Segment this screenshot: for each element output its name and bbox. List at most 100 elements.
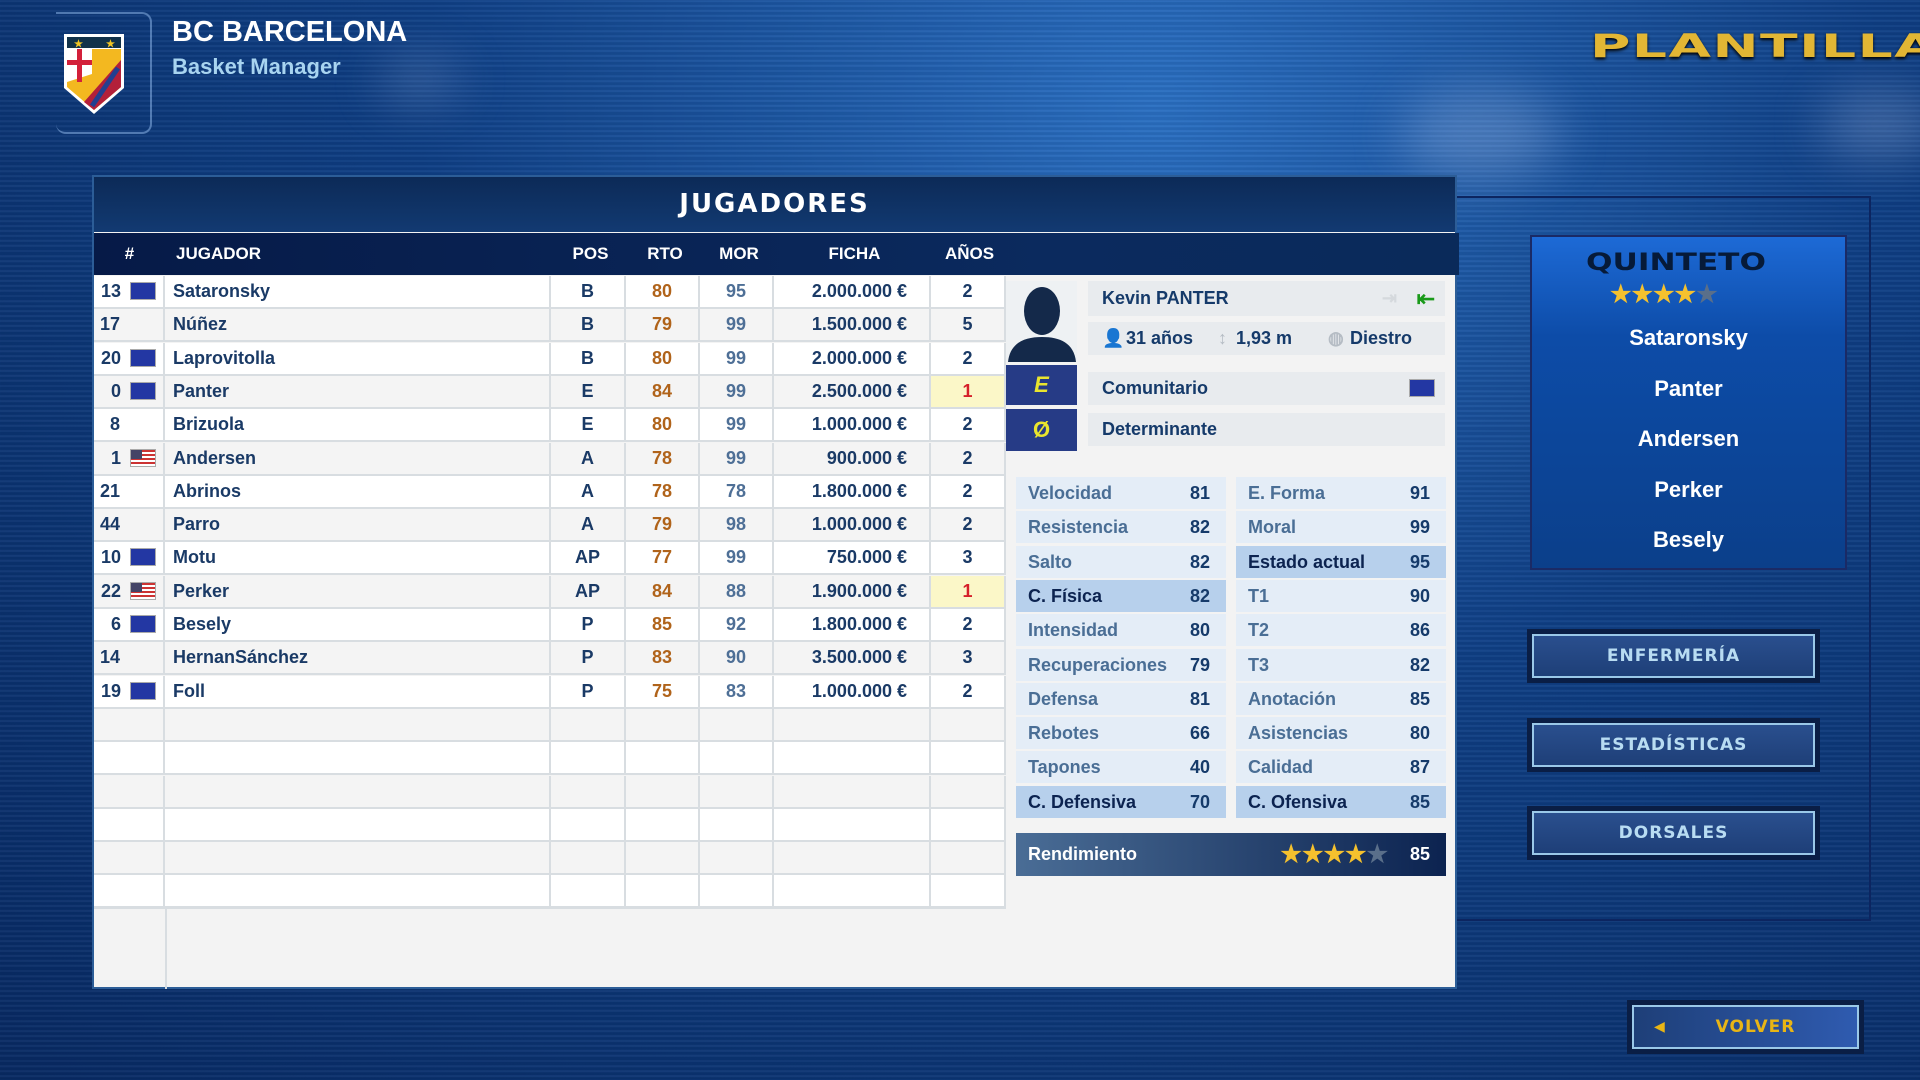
table-row[interactable]: 19 Foll P 75 83 1.000.000 € 2 [94,675,1006,709]
table-row[interactable]: 13 Sataronsky B 80 95 2.000.000 € 2 [94,276,1006,309]
cell [700,708,774,740]
cell: Núñez [165,309,551,341]
cell: 99 [700,342,774,374]
table-row[interactable]: 17 Núñez B 79 99 1.500.000 € 5 [94,309,1006,343]
cell: 1.500.000 € [774,309,931,341]
trait-badge: Ø [1006,409,1077,451]
cell [165,708,551,740]
stat-value: 87 [1409,757,1430,778]
col-rto[interactable]: RTO [647,244,683,263]
transfer-in-icon[interactable]: ⇥ [1381,288,1397,308]
col-ficha[interactable]: FICHA [828,244,881,263]
volver-button[interactable]: ◀ VOLVER [1632,1005,1859,1049]
empty-row [94,875,1006,909]
quinteto-player[interactable]: Sataronsky [1629,325,1748,350]
enfermeria-button[interactable]: ENFERMERÍA [1532,634,1815,678]
empty-row [94,708,1006,742]
cell: E [551,375,626,407]
cell: 21 [94,475,165,507]
cell [165,875,551,907]
table-row[interactable]: 14 HernanSánchez P 83 90 3.500.000 € 3 [94,642,1006,676]
player-mor: 99 [725,314,747,335]
player-anos: 1 [962,380,973,401]
quinteto-player[interactable]: Besely [1653,527,1724,552]
eu-flag-icon [130,348,156,367]
cell: 17 [94,309,165,341]
col-anos[interactable]: AÑOS [944,244,995,263]
player-anos: 2 [962,614,973,634]
player-number: 0 [110,380,121,401]
col-number[interactable]: # [124,244,135,263]
cell: 99 [700,542,774,574]
release-player-icon[interactable]: ⇤ [1416,286,1435,311]
table-row[interactable]: 6 Besely P 85 92 1.800.000 € 2 [94,609,1006,642]
empty-row [94,842,1006,876]
cell [551,708,626,740]
stat-label: Recuperaciones [1028,654,1168,675]
empty-row [94,775,1006,809]
player-ficha: 750.000 € [826,547,907,568]
col-mor[interactable]: MOR [719,244,759,263]
cell: 1.000.000 € [774,509,931,541]
player-ficha: 1.900.000 € [811,580,907,601]
stat-value: 82 [1189,517,1210,538]
estadisticas-button[interactable]: ESTADÍSTICAS [1532,723,1815,767]
cell [774,708,931,740]
cell: E [551,409,626,441]
cell: 98 [700,509,774,541]
cell: Besely [165,609,551,640]
col-pos[interactable]: POS [572,244,609,263]
cell [931,875,1006,907]
svg-text:★: ★ [74,39,83,50]
table-row[interactable]: 44 Parro A 79 98 1.000.000 € 2 [94,509,1006,543]
stat-defensa: Defensa 81 [1016,682,1226,715]
player-ficha: 1.500.000 € [811,314,907,335]
stat-value: 86 [1409,620,1430,641]
cell: 1.800.000 € [774,475,931,507]
stat-salto: Salto 82 [1016,545,1226,578]
player-name: Foll [173,680,205,701]
cell [551,842,626,874]
cell [551,742,626,774]
cell: 95 [700,276,774,307]
col-player[interactable]: JUGADOR [176,244,262,263]
cell: Sataronsky [165,276,551,307]
player-mor: 95 [725,281,747,301]
quinteto-player[interactable]: Perker [1654,476,1723,502]
stat-anotaci-n: Anotación 85 [1236,682,1446,715]
table-row[interactable]: 20 Laprovitolla B 80 99 2.000.000 € 2 [94,342,1006,376]
panel-title: JUGADORES [94,177,1455,232]
cell: Motu [165,542,551,574]
club-name: BC BARCELONA [172,16,408,48]
stat-value: 91 [1409,483,1430,503]
app-subtitle: Basket Manager [172,54,341,79]
cell: 80 [626,342,700,374]
table-row[interactable]: 1 Andersen A 78 99 900.000 € 2 [94,442,1006,476]
rendimiento-value: 85 [1409,844,1430,864]
dorsales-button[interactable]: DORSALES [1532,811,1815,855]
table-row[interactable]: 8 Brizuola E 80 99 1.000.000 € 2 [94,409,1006,443]
player-mor: 88 [725,580,747,601]
table-row[interactable]: 22 Perker AP 84 88 1.900.000 € 1 [94,575,1006,609]
quinteto-player[interactable]: Panter [1654,375,1723,401]
table-row[interactable]: 10 Motu AP 77 99 750.000 € 3 [94,542,1006,576]
quinteto-player[interactable]: Andersen [1637,426,1740,451]
table-row[interactable]: 0 Panter E 84 99 2.500.000 € 1 [94,375,1006,409]
stat-label: E. Forma [1248,483,1326,503]
player-rto: 83 [651,647,673,668]
cell: Panter [165,375,551,407]
player-anos: 1 [962,580,973,601]
cell [700,742,774,774]
cell: 78 [626,475,700,507]
stat-c-ofensiva: C. Ofensiva 85 [1236,785,1446,818]
cell: 80 [626,409,700,441]
cell: 3.500.000 € [774,642,931,674]
player-name: Kevin PANTER [1102,288,1229,308]
player-anos: 2 [962,347,973,368]
stat-value: 70 [1189,791,1210,812]
cell [165,775,551,807]
cell [626,742,700,774]
table-row[interactable]: 21 Abrinos A 78 78 1.800.000 € 2 [94,475,1006,509]
cell [700,808,774,840]
cell: 1.000.000 € [774,409,931,441]
